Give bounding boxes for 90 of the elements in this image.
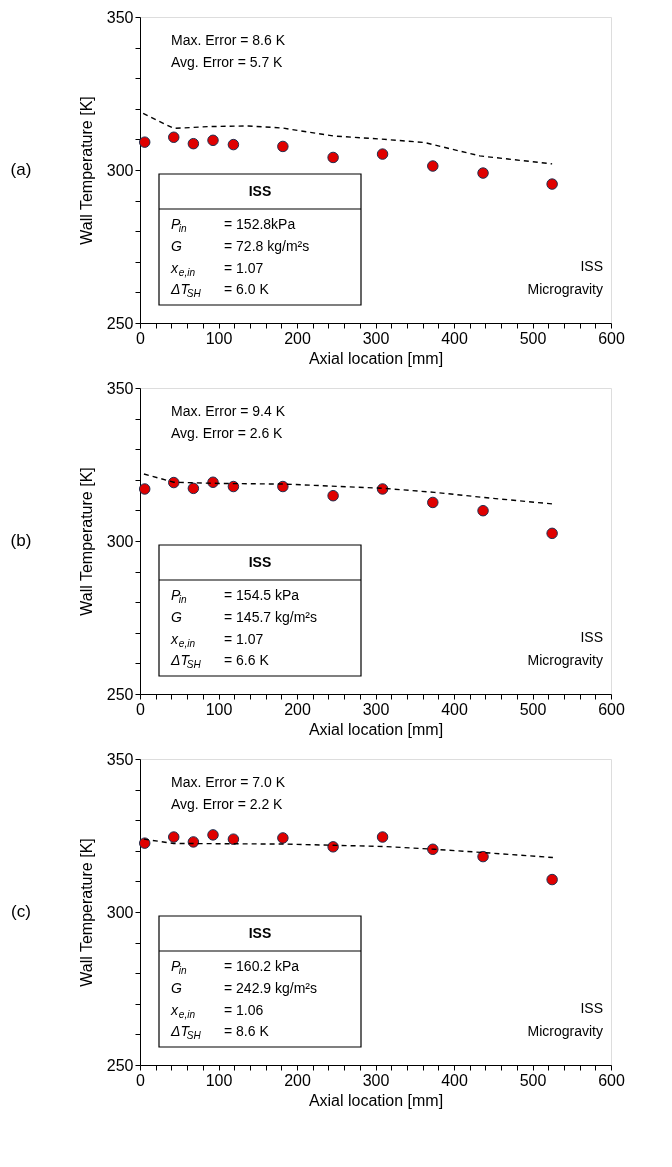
x-tick-label: 100 — [205, 329, 233, 347]
point — [227, 138, 240, 151]
point — [277, 140, 289, 153]
x-tick-label: 200 — [284, 700, 311, 718]
x-tick-label: 600 — [598, 329, 625, 347]
annotation: Avg. Error = 5.7 K — [171, 54, 284, 70]
x-tick-label: 300 — [362, 329, 390, 347]
x-tick-label: 0 — [136, 700, 146, 718]
point — [207, 134, 219, 147]
annotation: Max. Error = 9.4 K — [171, 403, 286, 419]
y-tick-label: 250 — [106, 1056, 134, 1074]
annotation: ISS — [248, 554, 272, 570]
point — [427, 843, 439, 855]
point — [168, 476, 180, 489]
point — [327, 151, 339, 164]
x-tick-label: 600 — [598, 1071, 625, 1089]
point — [546, 178, 558, 190]
annotation: ISS — [580, 629, 603, 645]
text: G = 72.8 kg/m²s — [171, 238, 310, 254]
point — [138, 136, 151, 148]
point — [227, 833, 240, 845]
point — [327, 489, 339, 502]
x-tick-label: 0 — [136, 1071, 146, 1089]
x-tick-label: 0 — [136, 329, 146, 347]
point — [187, 137, 200, 150]
point — [138, 483, 151, 495]
text: (c) — [11, 902, 31, 921]
point — [477, 850, 489, 863]
x-tick-label: 600 — [598, 700, 625, 718]
x-tick-label: 100 — [205, 1071, 233, 1089]
point — [138, 837, 151, 849]
y-tick-label: 350 — [106, 379, 134, 397]
point — [207, 476, 219, 488]
x-tick-label: 500 — [519, 1071, 547, 1089]
annotation: ISS — [248, 925, 272, 941]
x-tick-label: 400 — [441, 329, 468, 347]
y-tick-label: 350 — [106, 750, 134, 768]
x-tick-label: 300 — [362, 700, 390, 718]
point — [376, 148, 389, 160]
line-series — [143, 473, 554, 505]
x-tick-label: 400 — [441, 1071, 468, 1089]
x-tick-label: 200 — [284, 329, 311, 347]
point — [546, 527, 558, 540]
x-tick-label: 500 — [519, 700, 547, 718]
y-tick-label: 250 — [106, 314, 134, 332]
point — [187, 836, 200, 848]
line-series — [142, 112, 553, 165]
point — [277, 832, 289, 844]
annotation: Avg. Error = 2.2 K — [171, 796, 284, 812]
annotation: ISS — [580, 1000, 603, 1016]
point — [427, 496, 439, 509]
y-tick-label: 300 — [106, 903, 134, 921]
point — [168, 131, 180, 143]
x-tick-label: 200 — [284, 1071, 311, 1089]
text: (a) — [10, 160, 32, 179]
point — [546, 873, 558, 886]
annotation: Microgravity — [527, 652, 603, 668]
x-tick-label: 300 — [362, 1071, 390, 1089]
point — [327, 841, 339, 853]
point — [376, 831, 389, 843]
point — [227, 480, 240, 493]
point — [427, 160, 439, 172]
text: G = 145.7 kg/m²s — [171, 609, 317, 625]
y-tick-label: 350 — [106, 8, 134, 26]
annotation: ISS — [580, 258, 603, 274]
y-axis-title: Wall Temperature [K] — [77, 838, 95, 987]
text: (b) — [10, 531, 32, 550]
x-axis-title: Axial location [mm] — [308, 720, 444, 738]
annotation: Microgravity — [527, 1023, 603, 1039]
annotation: Max. Error = 8.6 K — [171, 32, 286, 48]
annotation: Max. Error = 7.0 K — [171, 774, 286, 790]
point — [187, 482, 200, 495]
point — [168, 831, 180, 843]
point — [207, 829, 219, 841]
annotation: Microgravity — [527, 281, 603, 297]
x-axis-title: Axial location [mm] — [308, 1091, 444, 1109]
y-tick-label: 300 — [106, 532, 134, 550]
y-axis-title: Wall Temperature [K] — [77, 96, 95, 245]
text: G = 242.9 kg/m²s — [171, 980, 317, 996]
x-axis-title: Axial location [mm] — [308, 349, 444, 367]
point — [477, 167, 489, 179]
annotation: Avg. Error = 2.6 K — [171, 425, 284, 441]
y-tick-label: 300 — [106, 161, 134, 179]
y-tick-label: 250 — [106, 685, 134, 703]
y-axis-title: Wall Temperature [K] — [77, 467, 95, 616]
x-tick-label: 100 — [205, 700, 233, 718]
point — [477, 504, 489, 517]
annotation: ISS — [248, 183, 272, 199]
x-tick-label: 400 — [441, 700, 468, 718]
x-tick-label: 500 — [519, 329, 547, 347]
